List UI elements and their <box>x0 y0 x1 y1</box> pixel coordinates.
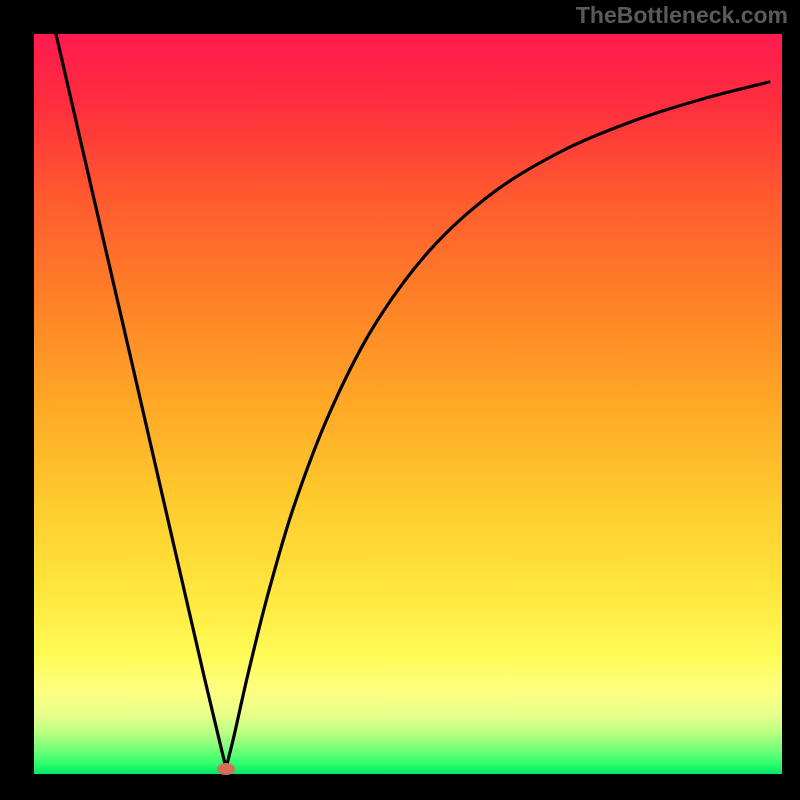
chart-container: TheBottleneck.com <box>0 0 800 800</box>
watermark-text: TheBottleneck.com <box>576 2 788 29</box>
gradient-plot-area <box>34 34 782 774</box>
bottleneck-chart <box>0 0 800 800</box>
minimum-marker <box>217 763 235 775</box>
